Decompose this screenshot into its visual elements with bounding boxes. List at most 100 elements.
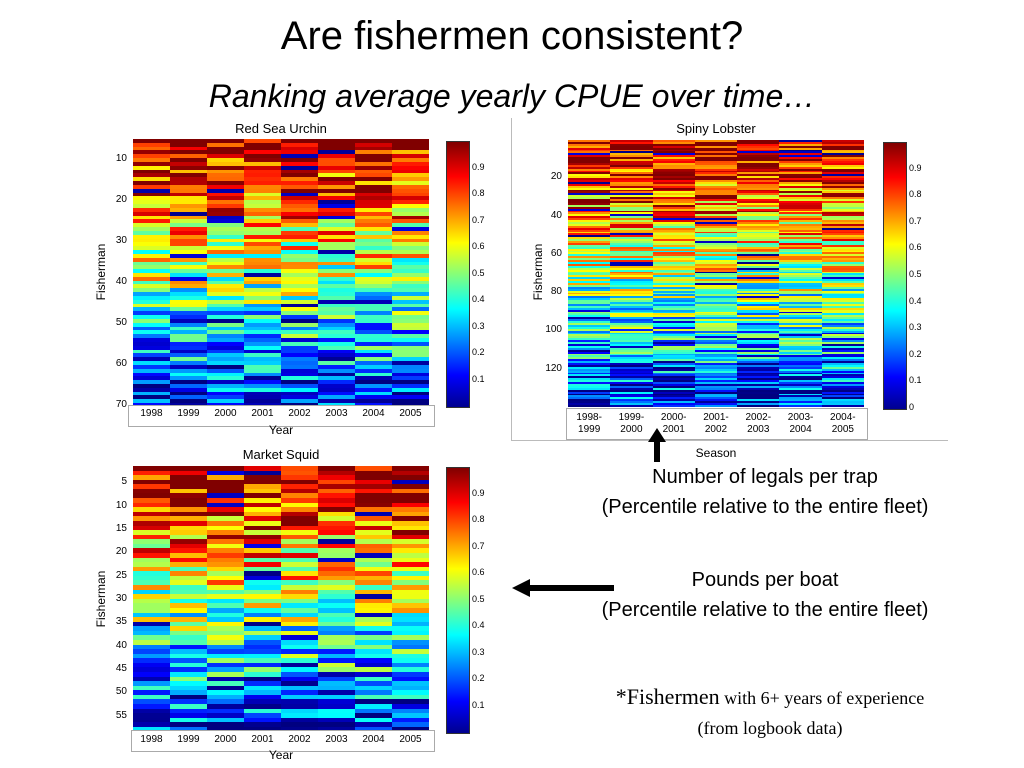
heatmap-row	[133, 589, 429, 595]
heatmap-cell	[355, 562, 392, 567]
heatmap-row	[133, 667, 429, 673]
heatmap-cell	[281, 326, 318, 331]
heatmap-cell	[779, 345, 822, 348]
heatmap-cell	[779, 288, 822, 291]
heatmap-cell	[281, 511, 318, 517]
heatmap-cell	[170, 242, 207, 247]
heatmap-cell	[610, 206, 653, 209]
heatmap-row	[133, 246, 429, 251]
heatmap-cell	[170, 311, 207, 316]
heatmap-cell	[392, 315, 429, 319]
heatmap-cell	[170, 223, 207, 228]
heatmap-cell	[318, 391, 355, 396]
heatmap-cell	[281, 585, 318, 590]
heatmap-cell	[244, 142, 281, 147]
heatmap-cell	[392, 685, 429, 691]
heatmap-cell	[355, 694, 392, 700]
heatmap-cell	[652, 189, 695, 192]
heatmap-cell	[170, 594, 207, 599]
heatmap-cell	[207, 165, 244, 170]
colorbar	[446, 467, 470, 734]
heatmap-cell	[568, 149, 611, 152]
heatmap-cell	[610, 221, 653, 224]
heatmap-cell	[779, 210, 822, 213]
heatmap-cell	[694, 273, 738, 276]
heatmap-cell	[281, 307, 318, 312]
heatmap-row	[133, 548, 429, 553]
heatmap-cell	[355, 507, 392, 512]
heatmap-cell	[133, 539, 170, 544]
heatmap-cell	[170, 315, 207, 319]
heatmap-cell	[281, 676, 318, 682]
heatmap-cell	[281, 395, 318, 400]
heatmap-cell	[133, 484, 170, 489]
heatmap-cell	[610, 376, 653, 379]
x-tick-label: 2000- 2001	[660, 412, 687, 435]
heatmap-row	[568, 296, 864, 299]
heatmap-cell	[355, 621, 392, 627]
heatmap-cell	[610, 359, 653, 362]
heatmap-cell	[737, 235, 780, 238]
heatmap-cell	[779, 212, 822, 215]
heatmap-cell	[610, 309, 653, 312]
heatmap-cell	[652, 242, 695, 245]
heatmap-cell	[207, 265, 244, 270]
heatmap-cell	[568, 359, 611, 362]
heatmap-cell	[133, 681, 170, 686]
heatmap-cell	[318, 368, 355, 373]
heatmap-cell	[355, 261, 392, 266]
heatmap-cell	[392, 626, 429, 631]
heatmap-cell	[244, 292, 281, 296]
heatmap-cell	[207, 242, 244, 247]
heatmap-cell	[281, 284, 318, 289]
heatmap-row	[133, 318, 429, 323]
heatmap-cell	[779, 300, 822, 303]
heatmap-row	[133, 466, 429, 471]
heatmap-cell	[568, 273, 611, 276]
colorbar-tick-label: 0.5	[472, 267, 485, 278]
heatmap-cell	[610, 385, 653, 388]
heatmap-cell	[652, 218, 695, 221]
heatmap-cell	[779, 239, 822, 242]
heatmap-cell	[568, 277, 611, 280]
heatmap-cell	[737, 355, 780, 358]
heatmap-cell	[170, 234, 207, 239]
heatmap-cell	[779, 143, 822, 146]
heatmap-cell	[821, 351, 864, 354]
y-tick-label: 20	[550, 171, 562, 183]
heatmap-cell	[170, 520, 207, 526]
heatmap-cell	[392, 288, 429, 293]
heatmap-cell	[281, 391, 318, 396]
heatmap-cell	[568, 294, 611, 297]
heatmap-cell	[821, 216, 864, 219]
heatmap-cell	[652, 368, 695, 371]
heatmap-cell	[694, 164, 738, 167]
heatmap-cell	[568, 353, 611, 356]
heatmap-cell	[318, 635, 355, 640]
heatmap-cell	[392, 534, 429, 540]
heatmap-cell	[737, 252, 780, 255]
heatmap-cell	[207, 177, 244, 182]
heatmap-cell	[281, 575, 318, 581]
heatmap-cell	[392, 357, 429, 362]
heatmap-cell	[355, 165, 392, 170]
heatmap-row	[133, 265, 429, 270]
heatmap-cell	[737, 385, 780, 388]
heatmap-cell	[821, 172, 864, 175]
heatmap-row	[133, 184, 429, 189]
heatmap-cell	[355, 580, 392, 586]
heatmap-row	[133, 395, 429, 400]
heatmap-cell	[568, 319, 611, 322]
heatmap-cell	[568, 265, 611, 268]
x-tick-label: 2002	[288, 734, 311, 745]
heatmap-cell	[652, 389, 695, 392]
heatmap-cell	[779, 376, 822, 379]
heatmap-cell	[133, 607, 170, 613]
heatmap-cell	[207, 507, 244, 512]
heatmap-cell	[244, 639, 281, 645]
heatmap-cell	[652, 363, 695, 365]
heatmap-cell	[281, 295, 318, 300]
colorbar-tick-label: 0.1	[472, 373, 485, 384]
heatmap-cell	[170, 717, 207, 723]
heatmap-cell	[207, 685, 244, 691]
